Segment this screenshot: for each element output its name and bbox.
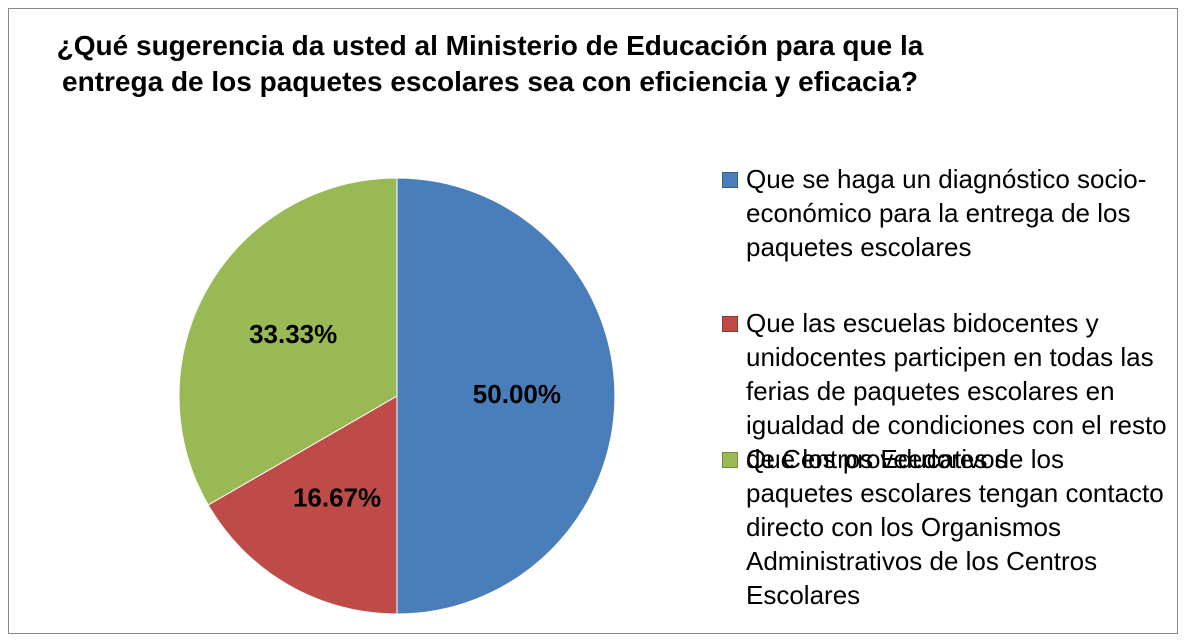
data-label: 50.00%: [473, 379, 561, 409]
data-label: 16.67%: [293, 483, 381, 513]
chart-frame: [8, 8, 1178, 634]
legend-entry: Que se haga un diagnóstico socio-económi…: [722, 162, 1167, 264]
legend-marker: [722, 316, 738, 332]
legend-label: Que los proveedores de los paquetes esco…: [746, 444, 1164, 610]
pie-slice: [396, 177, 616, 615]
legend-label: Que las escuelas bidocentes y unidocente…: [746, 308, 1167, 474]
legend-entry: Que las escuelas bidocentes y unidocente…: [722, 306, 1167, 476]
legend-marker: [722, 172, 738, 188]
legend-marker: [722, 452, 738, 468]
chart-title: ¿Qué sugerencia da usted al Ministerio d…: [56, 30, 924, 97]
data-label: 33.33%: [249, 319, 337, 349]
legend-label: Que se haga un diagnóstico socio-económi…: [746, 164, 1147, 262]
legend-entry: Que los proveedores de los paquetes esco…: [722, 442, 1167, 612]
pie-slice: [178, 177, 398, 506]
pie-slice: [207, 395, 398, 615]
